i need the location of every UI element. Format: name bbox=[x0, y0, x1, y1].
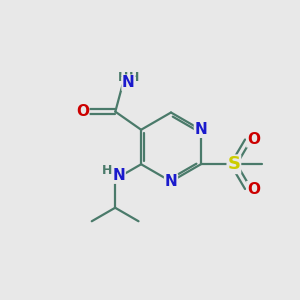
Text: O: O bbox=[247, 182, 260, 196]
Text: O: O bbox=[247, 132, 260, 147]
Text: N: N bbox=[112, 168, 125, 183]
Text: O: O bbox=[76, 104, 89, 119]
Text: H: H bbox=[129, 71, 140, 84]
Text: N: N bbox=[165, 174, 177, 189]
Text: H: H bbox=[102, 164, 112, 177]
Text: N: N bbox=[122, 75, 135, 90]
Text: S: S bbox=[227, 155, 240, 173]
Text: H: H bbox=[118, 71, 128, 84]
Text: N: N bbox=[194, 122, 207, 137]
